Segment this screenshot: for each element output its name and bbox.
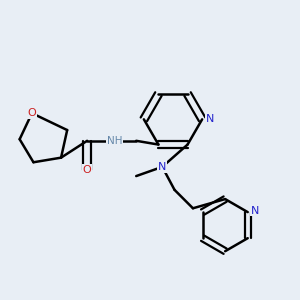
Text: N: N — [158, 162, 166, 172]
Text: N: N — [251, 206, 260, 216]
Text: O: O — [28, 108, 36, 118]
Text: NH: NH — [107, 136, 122, 146]
Text: N: N — [206, 114, 214, 124]
Text: O: O — [83, 165, 92, 175]
